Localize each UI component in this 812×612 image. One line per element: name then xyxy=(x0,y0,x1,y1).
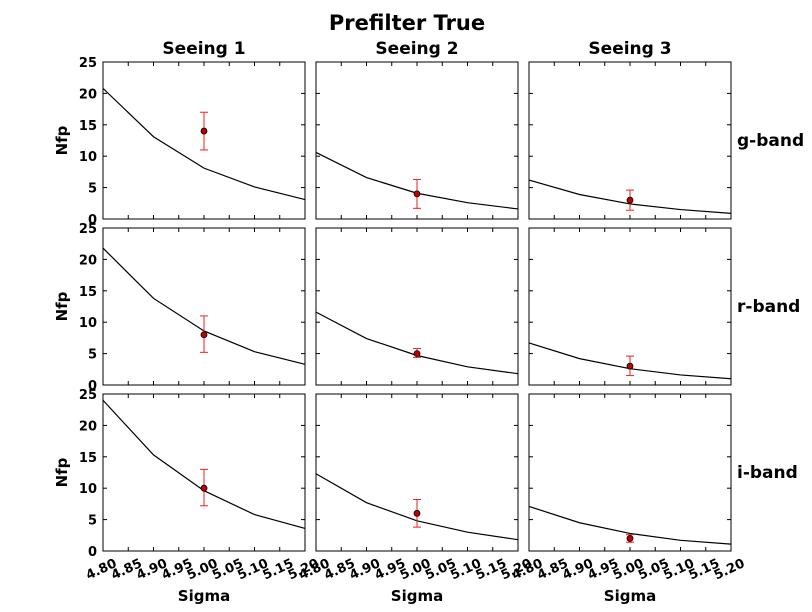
data-point xyxy=(626,535,634,542)
model-curve xyxy=(528,505,732,545)
panel-grid: Seeing 1 Seeing 2 Seeing 3 g-band r-band i-ba… xyxy=(53,39,804,605)
panel-frame xyxy=(528,393,732,552)
data-point xyxy=(413,350,421,358)
y-tick-label: 20 xyxy=(79,87,97,102)
y-tick-label: 25 xyxy=(79,222,97,237)
y-tick-label: 15 xyxy=(79,119,97,134)
data-point xyxy=(626,362,634,370)
y-axis-label: Nfp xyxy=(53,291,71,321)
panel-i-band-1: 4.804.854.904.955.005.055.105.155.20Sigm… xyxy=(297,393,534,605)
y-axis-label: Nfp xyxy=(53,125,71,155)
x-axis-label: Sigma xyxy=(391,587,443,605)
row-label: g-band xyxy=(737,131,804,151)
panel-i-band-0: 0510152025Nfp4.804.854.904.955.005.055.1… xyxy=(53,388,321,605)
y-tick-label: 5 xyxy=(88,348,97,363)
column-title: Seeing 1 xyxy=(162,39,245,59)
column-title: Seeing 2 xyxy=(375,39,458,59)
panel-frame xyxy=(315,227,519,386)
row-label: i-band xyxy=(737,463,798,483)
y-tick-label: 5 xyxy=(88,514,97,529)
y-tick-label: 10 xyxy=(79,316,97,331)
panel-r-band-0: 0 5 10 15 20 25 Nfp xyxy=(53,222,306,394)
figure-title: Prefilter True xyxy=(329,11,485,35)
y-tick-label: 0 xyxy=(88,379,97,394)
y-tick-label: 25 xyxy=(79,388,97,403)
data-point xyxy=(413,509,421,517)
data-point xyxy=(626,196,634,204)
panel-r-band-2 xyxy=(528,227,732,386)
data-point xyxy=(200,127,208,135)
y-tick-label: 0 xyxy=(88,213,97,228)
model-curve xyxy=(102,87,306,201)
data-point xyxy=(200,484,208,492)
data-point xyxy=(200,331,208,339)
column-title: Seeing 3 xyxy=(588,39,671,59)
model-curve xyxy=(102,399,306,529)
y-tick-label: 10 xyxy=(79,482,97,497)
row-label: r-band xyxy=(737,297,800,317)
y-tick-label: 20 xyxy=(79,419,97,434)
y-tick-label: 15 xyxy=(79,285,97,300)
panel-i-band-2: 4.804.854.904.955.005.055.105.155.20Sigm… xyxy=(510,393,747,605)
data-point xyxy=(413,190,421,198)
y-tick-label: 5 xyxy=(88,182,97,197)
y-tick-label: 0 xyxy=(88,545,97,560)
panel-g-band-1 xyxy=(315,61,519,220)
y-tick-label: 10 xyxy=(79,150,97,165)
y-tick-label: 20 xyxy=(79,253,97,268)
panel-r-band-1 xyxy=(315,227,519,386)
panel-g-band-0: 0 5 10 15 20 25 Nfp xyxy=(53,56,306,228)
x-axis-label: Sigma xyxy=(604,587,656,605)
panel-frame xyxy=(102,227,306,386)
y-axis-label: Nfp xyxy=(53,457,71,487)
y-tick-label: 15 xyxy=(79,451,97,466)
x-axis-label: Sigma xyxy=(178,587,230,605)
panel-g-band-2 xyxy=(528,61,732,220)
model-curve xyxy=(315,311,519,375)
y-tick-label: 25 xyxy=(79,56,97,71)
